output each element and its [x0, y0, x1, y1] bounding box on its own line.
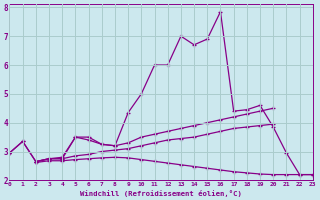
X-axis label: Windchill (Refroidissement éolien,°C): Windchill (Refroidissement éolien,°C) — [80, 190, 242, 197]
